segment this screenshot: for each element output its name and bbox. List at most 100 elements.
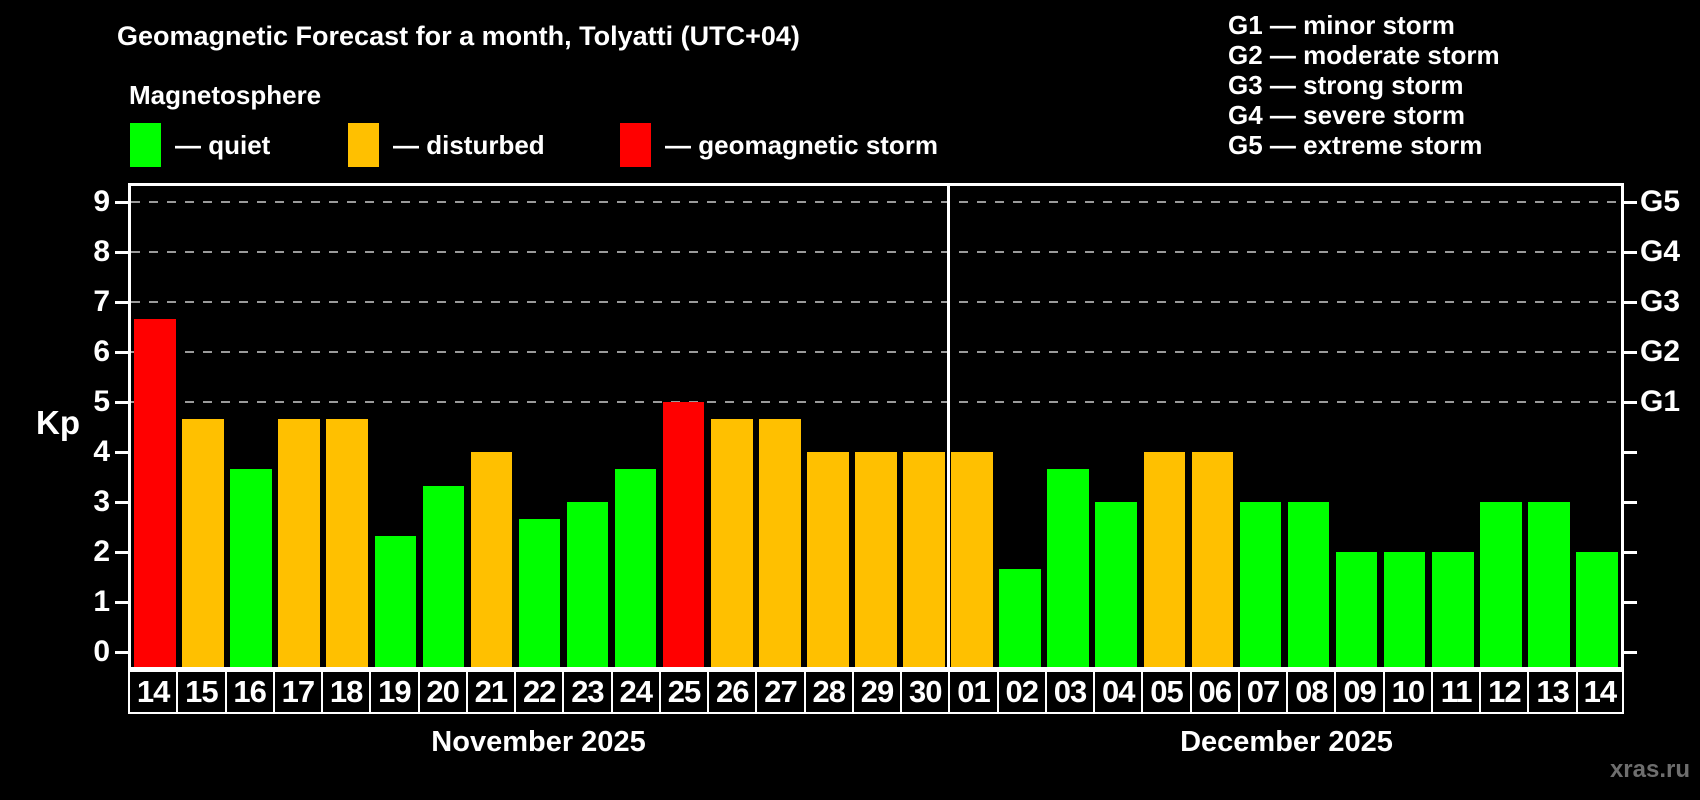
kp-bar-day-24 — [614, 468, 657, 667]
kp-bar-day-12 — [1480, 502, 1522, 667]
day-label-box: 06 — [1189, 670, 1240, 714]
right-axis-tick — [1624, 551, 1637, 554]
g-legend-line-g5: G5 — extreme storm — [1228, 130, 1483, 160]
left-axis-tick — [115, 301, 128, 304]
day-label-box: 05 — [1141, 670, 1192, 714]
right-axis-tick — [1624, 251, 1637, 254]
kp-bar-day-30 — [903, 452, 945, 667]
g-legend-line-g3: G3 — strong storm — [1228, 70, 1464, 100]
kp-bar-day-25 — [662, 402, 705, 667]
right-axis-tick — [1624, 451, 1637, 454]
gridline-g3 — [131, 301, 1621, 303]
y-tick-label: 8 — [93, 235, 110, 268]
right-axis-tick — [1624, 651, 1637, 654]
day-label-row: 14 15 16 17 18 19 20 21 22 23 24 25 26 27 28 29 30 01 02 03… — [128, 670, 1624, 714]
g-legend-line-g4: G4 — severe storm — [1228, 100, 1466, 130]
left-axis-tick — [115, 401, 128, 404]
day-label-box: 21 — [465, 670, 517, 714]
day-label-box: 15 — [176, 670, 227, 714]
left-axis-tick — [115, 201, 128, 204]
right-axis-label-g2: G2 — [1640, 335, 1681, 368]
left-axis-tick — [115, 351, 128, 354]
month-label-november: November 2025 — [431, 726, 646, 758]
gridline-g2 — [131, 351, 1621, 353]
y-tick-label: 4 — [93, 435, 110, 468]
y-tick-label: 9 — [93, 185, 110, 218]
right-axis-tick — [1624, 601, 1637, 604]
y-tick-label: 2 — [93, 535, 110, 568]
legend-item-quiet: — quiet — [130, 123, 270, 167]
y-tick-label: 3 — [93, 485, 110, 518]
kp-bar-day-29 — [855, 452, 897, 667]
g-scale-legend: G1 — minor storm G2 — moderate storm G3 … — [1228, 10, 1500, 160]
kp-bar-day-21 — [470, 452, 513, 667]
day-label-box: 09 — [1334, 670, 1385, 714]
day-label-box: 03 — [1044, 670, 1096, 714]
legend-item-storm: — geomagnetic storm — [620, 123, 938, 167]
legend-label-quiet: — quiet — [175, 129, 271, 160]
kp-bar-day-23 — [566, 502, 609, 667]
legend-label-disturbed: — disturbed — [393, 129, 545, 160]
kp-bar-day-07 — [1239, 502, 1282, 667]
day-label-box: 25 — [658, 670, 710, 714]
chart-subtitle: Magnetosphere — [129, 80, 322, 110]
left-axis-tick — [115, 551, 128, 554]
day-label-box: 23 — [562, 670, 613, 714]
kp-bar-day-27 — [759, 418, 801, 667]
kp-bar-day-13 — [1528, 502, 1570, 667]
day-label-box: 01 — [948, 670, 999, 714]
kp-bar-day-16 — [230, 468, 272, 667]
kp-bar-day-03 — [1047, 468, 1089, 667]
month-label-december: December 2025 — [1180, 726, 1393, 758]
kp-bar-day-28 — [807, 452, 849, 667]
left-axis-tick — [115, 601, 128, 604]
day-label-box: 29 — [851, 670, 903, 714]
kp-bar-day-26 — [710, 418, 753, 667]
kp-bar-day-17 — [278, 418, 320, 667]
day-label-box: 30 — [900, 670, 951, 714]
right-axis-tick — [1624, 201, 1637, 204]
kp-bar-day-04 — [1095, 502, 1138, 667]
day-label-box: 07 — [1237, 670, 1289, 714]
right-axis-tick — [1624, 351, 1637, 354]
month-divider-line — [946, 186, 950, 667]
day-label-box: 28 — [803, 670, 854, 714]
right-axis-label-g5: G5 — [1640, 185, 1681, 218]
kp-bar-day-18 — [326, 418, 369, 667]
day-label-box: 24 — [610, 670, 661, 714]
gridline-g5 — [131, 201, 1621, 203]
kp-bar-day-08 — [1287, 502, 1330, 667]
day-label-box: 20 — [417, 670, 468, 714]
day-label-box: 22 — [514, 670, 565, 714]
kp-bar-day-11 — [1431, 552, 1474, 667]
kp-bar-day-10 — [1383, 552, 1426, 667]
kp-bar-day-05 — [1143, 452, 1186, 667]
day-label-box: 14 — [128, 670, 179, 714]
y-tick-label: 0 — [93, 635, 110, 668]
left-axis-tick — [115, 501, 128, 504]
quiet-color-swatch — [130, 123, 161, 167]
right-axis-tick — [1624, 301, 1637, 304]
y-tick-label: 6 — [93, 335, 110, 368]
right-axis-tick — [1624, 501, 1637, 504]
day-label-box: 08 — [1286, 670, 1337, 714]
day-label-box: 17 — [272, 670, 324, 714]
right-axis-tick — [1624, 401, 1637, 404]
right-axis-label-g4: G4 — [1640, 235, 1681, 268]
day-label-box: 12 — [1479, 670, 1530, 714]
kp-bar-day-22 — [518, 518, 561, 667]
day-label-box: 10 — [1382, 670, 1433, 714]
kp-bar-day-20 — [422, 485, 465, 667]
day-label-box: 16 — [224, 670, 275, 714]
day-label-box: 18 — [321, 670, 372, 714]
legend-label-storm: — geomagnetic storm — [665, 129, 939, 160]
g-legend-line-g2: G2 — moderate storm — [1228, 40, 1500, 70]
left-axis-tick — [115, 651, 128, 654]
y-tick-label: 1 — [93, 585, 110, 618]
gridline-g4 — [131, 251, 1621, 253]
y-tick-label: 5 — [93, 385, 110, 418]
day-label-box: 11 — [1430, 670, 1482, 714]
day-label-box: 02 — [996, 670, 1047, 714]
left-axis-tick — [115, 251, 128, 254]
left-axis-tick — [115, 451, 128, 454]
